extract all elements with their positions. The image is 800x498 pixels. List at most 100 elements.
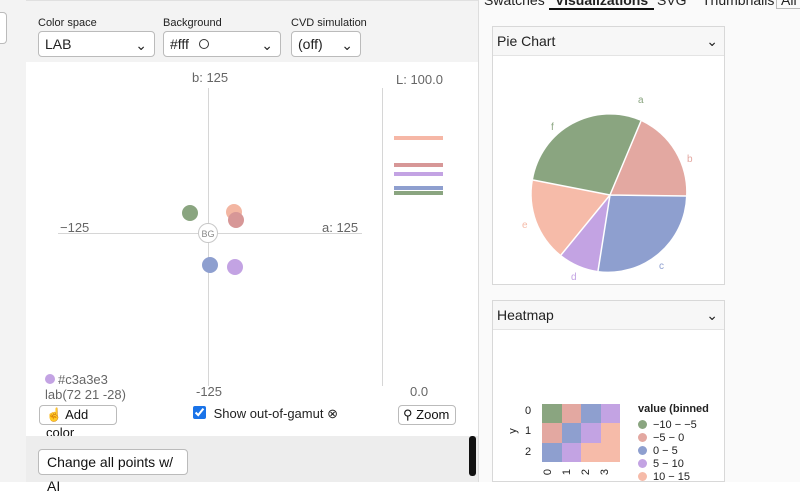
heatmap-col-label: 2 (580, 468, 593, 476)
selected-hex: #c3a3e3 (58, 372, 108, 387)
background-marker[interactable]: BG (198, 223, 218, 243)
heatmap-cell (600, 423, 620, 443)
chevron-down-icon: ⌄ (341, 37, 353, 53)
color-plot[interactable] (26, 62, 478, 436)
tab-swatches[interactable]: Swatches (484, 0, 545, 8)
legend-label: 10 − 15 (653, 471, 691, 483)
heatmap-grid (542, 404, 620, 462)
b-axis-top-label: b: 125 (192, 70, 229, 85)
pie-slice-c (598, 195, 686, 272)
heatmap-legend-item: −5 − 0 (638, 432, 684, 444)
chevron-down-icon[interactable]: ⌄ (706, 307, 718, 323)
circle-icon (198, 39, 209, 49)
out-of-gamut-checkbox[interactable] (193, 406, 206, 419)
scrollbar-thumb[interactable] (469, 436, 476, 476)
tab-thumbnails[interactable]: Thumbnails (702, 0, 775, 8)
heatmap-col-label: 1 (561, 468, 574, 476)
lightness-bar[interactable] (394, 136, 443, 140)
pie-slice-f (533, 114, 641, 195)
heatmap-cell (600, 442, 620, 462)
pie-slice-d (561, 195, 610, 271)
show-out-of-gamut[interactable]: Show out-of-gamut ⊗ (193, 406, 338, 422)
zoom-button[interactable]: ⚲ Zoom (398, 405, 456, 425)
tab-visualizations[interactable]: Visualizations (549, 0, 655, 10)
heatmap-col-label: 3 (599, 468, 612, 476)
color-space-select[interactable]: LAB ⌄ (38, 31, 155, 57)
legend-label: 5 − 10 (653, 458, 684, 470)
legend-swatch (638, 420, 647, 429)
cvd-value: (off) (298, 36, 323, 52)
lightness-bar[interactable] (394, 163, 443, 167)
zoom-label: Zoom (416, 407, 450, 422)
legend-label: 0 − 5 (653, 445, 678, 457)
heatmap-legend-item: 10 − 15 (638, 471, 690, 483)
add-color-button[interactable]: ☝ Add color (39, 405, 117, 440)
pie-slice-divider (532, 120, 687, 272)
heatmap-col-label: 0 (542, 468, 555, 476)
lightness-bar[interactable] (394, 172, 443, 176)
heatmap-cell (600, 404, 620, 424)
tab-all[interactable]: All (776, 0, 800, 9)
color-space-label: Color space (38, 17, 97, 29)
chevron-down-icon: ⌄ (135, 37, 147, 53)
heatmap-title: Heatmap (497, 307, 554, 323)
color-point[interactable] (202, 257, 218, 273)
lightness-bar[interactable] (394, 186, 443, 190)
color-point[interactable] (227, 259, 243, 275)
controls-row: Color space LAB ⌄ Background #fff ⌄ CVD … (26, 0, 478, 63)
pie-slices (531, 114, 687, 272)
color-space-value: LAB (45, 36, 72, 52)
heatmap-row-label: 1 (525, 425, 532, 437)
hand-pointer-icon: ☝ (46, 407, 63, 422)
legend-label: −10 − −5 (653, 419, 697, 431)
l-axis-bottom-label: 0.0 (410, 384, 429, 399)
heatmap-row-label: 2 (525, 446, 532, 458)
heatmap-cell (581, 442, 601, 462)
color-point[interactable] (182, 205, 198, 221)
chevron-down-icon[interactable]: ⌄ (706, 33, 718, 49)
cvd-select[interactable]: (off) ⌄ (291, 31, 361, 57)
pie-chart-card: Pie Chart ⌄ a b c d e f (492, 26, 725, 285)
heatmap-cell (542, 442, 562, 462)
selected-color-info: #c3a3e3 lab(72 21 -28) (45, 372, 126, 402)
change-all-points-button[interactable]: Change all points w/ AI (38, 449, 188, 494)
search-icon: ⚲ (403, 407, 413, 422)
legend-swatch (638, 472, 647, 481)
chevron-down-icon: ⌄ (261, 37, 273, 53)
legend-swatch (638, 446, 647, 455)
heatmap-legend-item: 5 − 10 (638, 458, 684, 470)
l-axis-line (382, 88, 383, 386)
pie-chart-header[interactable]: Pie Chart ⌄ (493, 27, 724, 56)
background-label: Background (163, 17, 222, 29)
heatmap-cell (561, 442, 581, 462)
pie-label-a: a (638, 95, 644, 106)
pie-slice-b (610, 121, 687, 196)
heatmap-legend-item: 0 − 5 (638, 445, 678, 457)
legend-swatch (638, 459, 647, 468)
a-axis-left-label: −125 (60, 220, 90, 235)
left-edge-control[interactable] (0, 12, 7, 44)
lightness-bar[interactable] (394, 191, 443, 195)
heatmap-cell (561, 404, 581, 424)
pie-label-d: d (571, 272, 577, 283)
pie-chart-svg: a b c d e f (522, 95, 693, 283)
b-axis-bottom-label: -125 (196, 384, 223, 399)
pie-label-e: e (522, 220, 528, 231)
heatmap-y-axis-label: y (506, 428, 519, 434)
heatmap-legend-item: −10 − −5 (638, 419, 697, 431)
color-point[interactable] (228, 212, 244, 228)
pie-slice-e (531, 180, 610, 255)
out-of-gamut-label: Show out-of-gamut ⊗ (213, 406, 338, 421)
pie-label-c: c (659, 261, 664, 272)
tab-svg[interactable]: SVG (657, 0, 687, 8)
heatmap-cell (542, 423, 562, 443)
background-select[interactable]: #fff ⌄ (163, 31, 281, 57)
cvd-label: CVD simulation (291, 17, 367, 29)
pie-label-b: b (687, 154, 693, 165)
heatmap-cell (561, 423, 581, 443)
heatmap-header[interactable]: Heatmap ⌄ (493, 301, 724, 330)
selected-color-dot (45, 374, 55, 384)
heatmap-cell (542, 404, 562, 424)
heatmap-row-label: 0 (525, 405, 532, 417)
pie-chart-title: Pie Chart (497, 33, 556, 49)
